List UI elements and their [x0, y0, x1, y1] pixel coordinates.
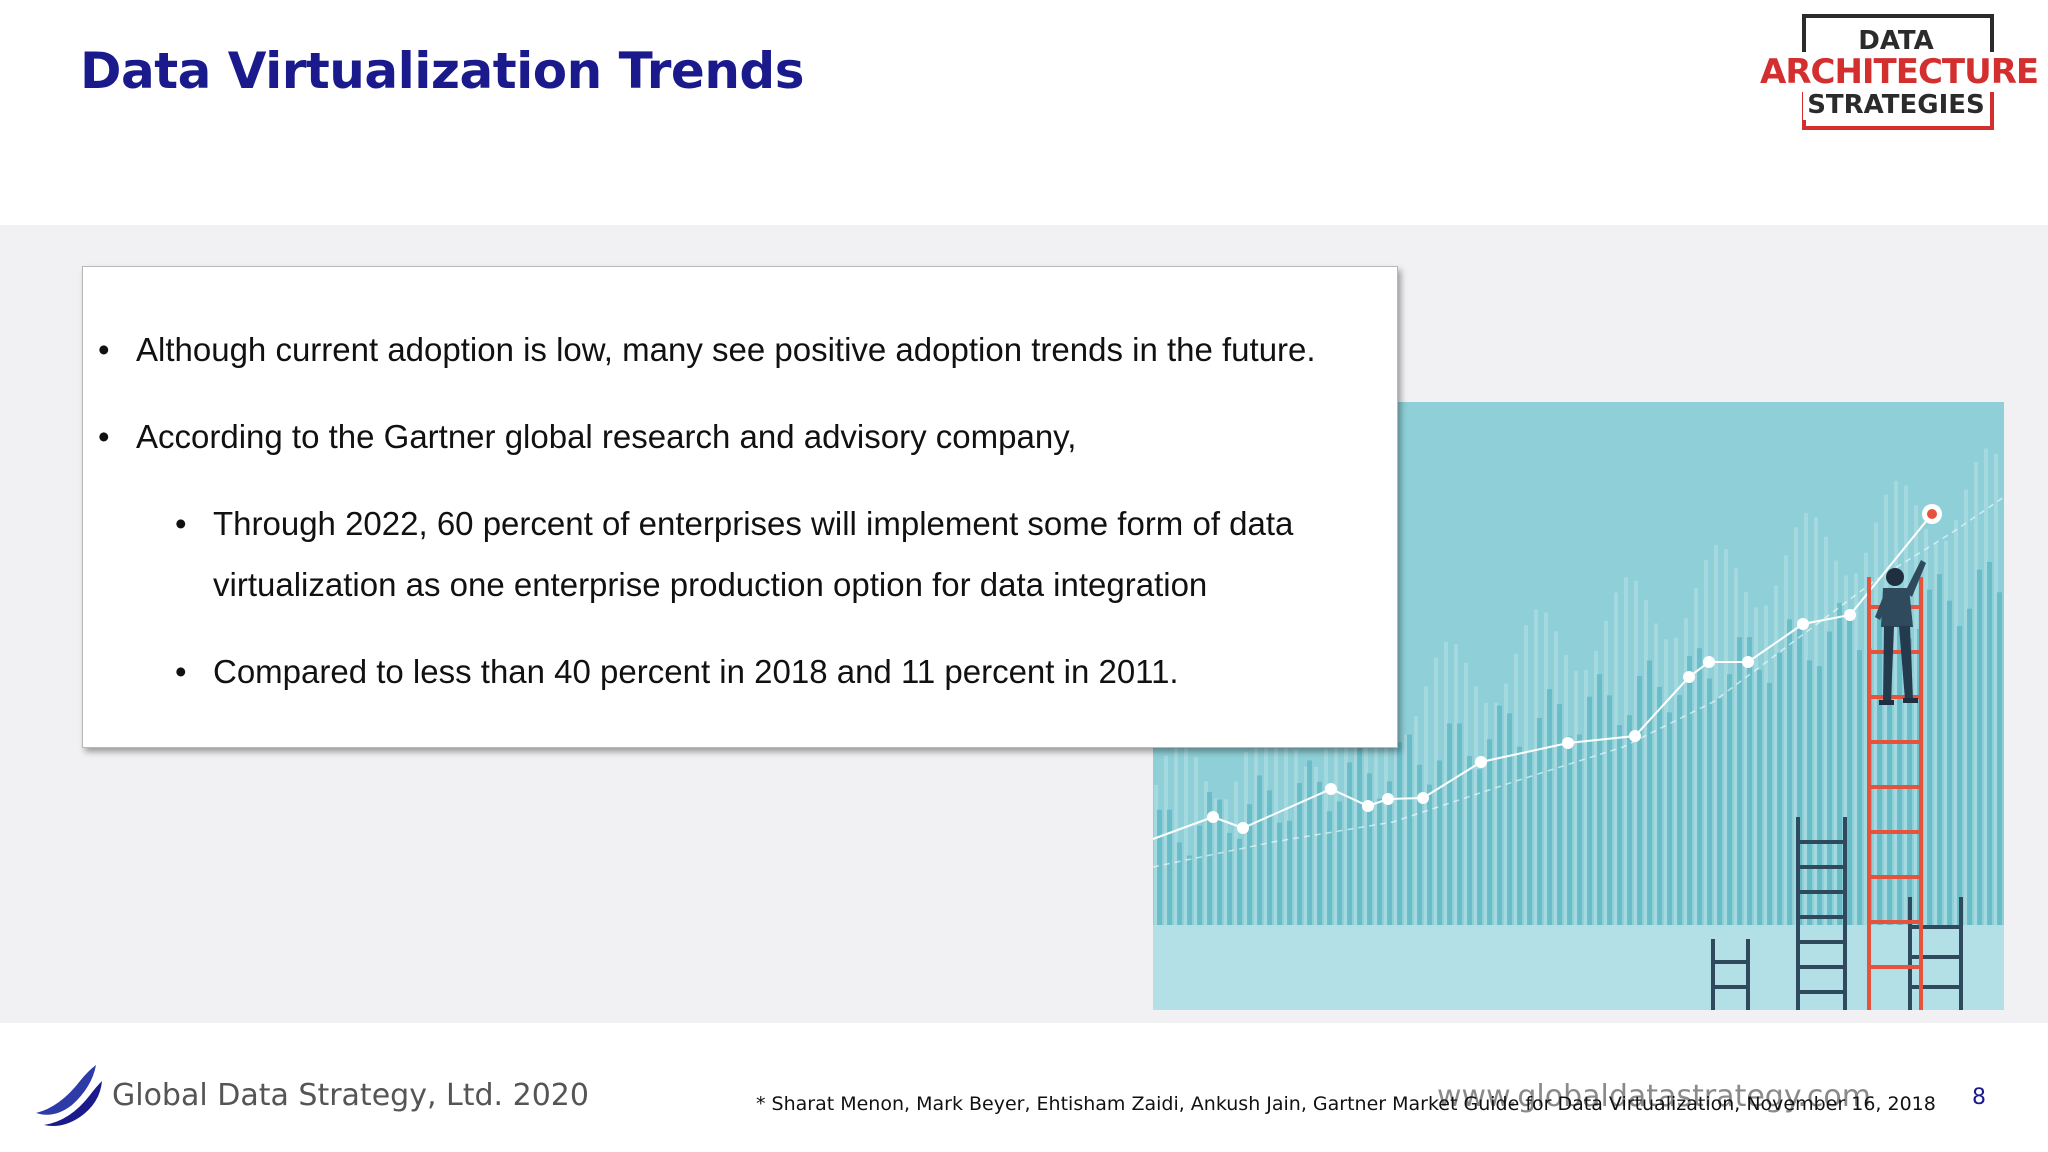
slide-footer: Global Data Strategy, Ltd. 2020 www.glob…	[0, 1023, 2048, 1152]
content-text-box: • Although current adoption is low, many …	[82, 266, 1398, 748]
data-architecture-strategies-logo: DATA ARCHITECTURE STRATEGIES	[1758, 12, 2041, 136]
slide-header: Data Virtualization Trends DATA ARCHITEC…	[0, 0, 2048, 225]
climbing-person-icon	[1875, 560, 1926, 705]
logo-line-3: STRATEGIES	[1758, 90, 2034, 120]
logo-line-1: DATA	[1858, 26, 1934, 56]
page-number: 8	[1972, 1085, 1986, 1110]
logo-line-2: ARCHITECTURE	[1758, 52, 2041, 92]
sub-bullet-item: • Compared to less than 40 percent in 201…	[175, 653, 1179, 690]
company-name: Global Data Strategy, Ltd. 2020	[112, 1078, 589, 1113]
source-citation: * Sharat Menon, Mark Beyer, Ehtisham Zai…	[756, 1093, 1936, 1115]
global-data-strategy-logo-icon	[36, 1065, 102, 1126]
website-url[interactable]: www.globaldatastrategy.com	[1437, 1079, 1871, 1114]
bullet-item: • Although current adoption is low, many …	[98, 331, 1316, 368]
bullet-item: • According to the Gartner global researc…	[98, 418, 1077, 455]
slide-title: Data Virtualization Trends	[80, 42, 805, 100]
sub-bullet-item: • Through 2022, 60 percent of enterprises…	[175, 505, 1294, 603]
